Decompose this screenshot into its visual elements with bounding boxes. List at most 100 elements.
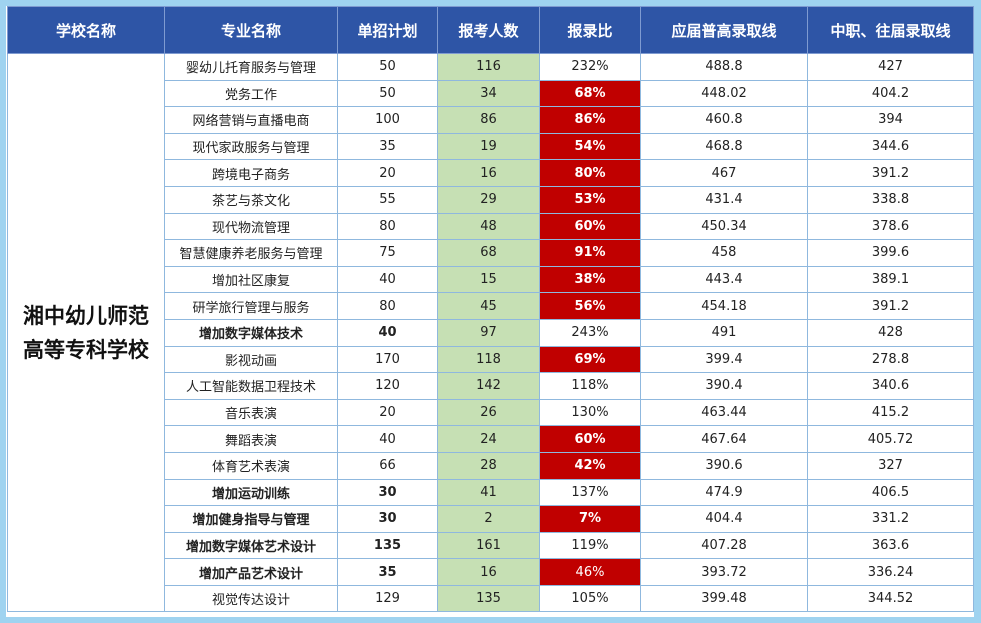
plan-cell: 66 [337,451,438,480]
fresh-line-cell: 390.6 [640,451,808,480]
major-name-cell: 跨境电子商务 [164,159,338,187]
plan-cell: 170 [337,345,438,374]
table-row: 增加数字媒体技术 40 97 243% 491 428 [8,318,974,347]
table-row: 跨境电子商务 20 16 80% 467 391.2 [8,159,974,187]
school-name-cell: 湘中幼儿师范 高等专科学校 [7,52,165,613]
fresh-line-cell: 443.4 [640,265,808,294]
plan-cell: 20 [337,159,438,187]
applicants-cell: 142 [437,372,540,400]
fresh-line-cell: 450.34 [640,212,808,241]
table-row: 影视动画 170 118 69% 399.4 278.8 [8,345,974,374]
applicants-cell: 135 [437,584,540,613]
plan-cell: 40 [337,265,438,294]
applicants-cell: 116 [437,53,540,81]
table-row: 智慧健康养老服务与管理 75 68 91% 458 399.6 [8,239,974,267]
other-line-cell: 391.2 [807,159,974,187]
fresh-line-cell: 491 [640,318,808,347]
ratio-cell: 137% [539,478,641,507]
other-line-cell: 415.2 [807,398,974,427]
other-line-cell: 406.5 [807,478,974,507]
header-school: 学校名称 [7,6,165,54]
plan-cell: 120 [337,372,438,400]
major-name-cell: 智慧健康养老服务与管理 [164,239,338,267]
table-row: 增加健身指导与管理 30 2 7% 404.4 331.2 [8,505,974,533]
ratio-cell: 60% [539,212,641,241]
other-line-cell: 378.6 [807,212,974,241]
header-other-line: 中职、往届录取线 [807,6,974,54]
major-name-cell: 增加社区康复 [164,265,338,294]
admissions-table: 学校名称 专业名称 单招计划 报考人数 报录比 应届普高录取线 中职、往届录取线… [7,6,974,613]
ratio-cell: 119% [539,531,641,560]
fresh-line-cell: 407.28 [640,531,808,560]
ratio-cell: 86% [539,106,641,134]
fresh-line-cell: 448.02 [640,79,808,108]
major-name-cell: 舞蹈表演 [164,425,338,453]
table-row: 舞蹈表演 40 24 60% 467.64 405.72 [8,425,974,453]
fresh-line-cell: 458 [640,239,808,267]
school-name-line: 高等专科学校 [23,337,149,362]
other-line-cell: 344.52 [807,584,974,613]
fresh-line-cell: 460.8 [640,106,808,134]
fresh-line-cell: 393.72 [640,558,808,586]
table-body: 湘中幼儿师范 高等专科学校 婴幼儿托育服务与管理 50 116 232% 488.8 427 党… [7,52,974,613]
major-name-cell: 网络营销与直播电商 [164,106,338,134]
plan-cell: 35 [337,132,438,161]
table-row: 增加社区康复 40 15 38% 443.4 389.1 [8,265,974,294]
applicants-cell: 24 [437,425,540,453]
plan-cell: 55 [337,185,438,214]
school-name-line: 湘中幼儿师范 [23,303,149,328]
plan-cell: 30 [337,505,438,533]
ratio-cell: 60% [539,425,641,453]
major-name-cell: 茶艺与茶文化 [164,185,338,214]
other-line-cell: 405.72 [807,425,974,453]
plan-cell: 129 [337,584,438,613]
table-row: 现代物流管理 80 48 60% 450.34 378.6 [8,212,974,241]
header-row: 学校名称 专业名称 单招计划 报考人数 报录比 应届普高录取线 中职、往届录取线 [7,6,974,54]
other-line-cell: 336.24 [807,558,974,586]
applicants-cell: 2 [437,505,540,533]
other-line-cell: 327 [807,451,974,480]
table-row: 人工智能数据卫程技术 120 142 118% 390.4 340.6 [8,372,974,400]
header-major: 专业名称 [164,6,338,54]
plan-cell: 80 [337,212,438,241]
other-line-cell: 399.6 [807,239,974,267]
plan-cell: 50 [337,79,438,108]
major-name-cell: 增加数字媒体艺术设计 [164,531,338,560]
plan-cell: 40 [337,425,438,453]
table-row: 增加运动训练 30 41 137% 474.9 406.5 [8,478,974,507]
plan-cell: 50 [337,53,438,81]
major-name-cell: 研学旅行管理与服务 [164,292,338,320]
applicants-cell: 86 [437,106,540,134]
fresh-line-cell: 399.48 [640,584,808,613]
table-row: 增加数字媒体艺术设计 135 161 119% 407.28 363.6 [8,531,974,560]
fresh-line-cell: 467.64 [640,425,808,453]
plan-cell: 75 [337,239,438,267]
ratio-cell: 130% [539,398,641,427]
applicants-cell: 26 [437,398,540,427]
major-name-cell: 婴幼儿托育服务与管理 [164,53,338,81]
major-name-cell: 现代家政服务与管理 [164,132,338,161]
ratio-cell: 80% [539,159,641,187]
major-name-cell: 音乐表演 [164,398,338,427]
other-line-cell: 394 [807,106,974,134]
table-row: 体育艺术表演 66 28 42% 390.6 327 [8,451,974,480]
fresh-line-cell: 399.4 [640,345,808,374]
ratio-cell: 232% [539,53,641,81]
major-name-cell: 党务工作 [164,79,338,108]
fresh-line-cell: 488.8 [640,53,808,81]
applicants-cell: 16 [437,558,540,586]
plan-cell: 135 [337,531,438,560]
applicants-cell: 161 [437,531,540,560]
applicants-cell: 45 [437,292,540,320]
table-row: 研学旅行管理与服务 80 45 56% 454.18 391.2 [8,292,974,320]
header-fresh-line: 应届普高录取线 [640,6,808,54]
plan-cell: 100 [337,106,438,134]
major-name-cell: 人工智能数据卫程技术 [164,372,338,400]
other-line-cell: 278.8 [807,345,974,374]
other-line-cell: 338.8 [807,185,974,214]
ratio-cell: 118% [539,372,641,400]
applicants-cell: 34 [437,79,540,108]
other-line-cell: 404.2 [807,79,974,108]
other-line-cell: 340.6 [807,372,974,400]
ratio-cell: 38% [539,265,641,294]
